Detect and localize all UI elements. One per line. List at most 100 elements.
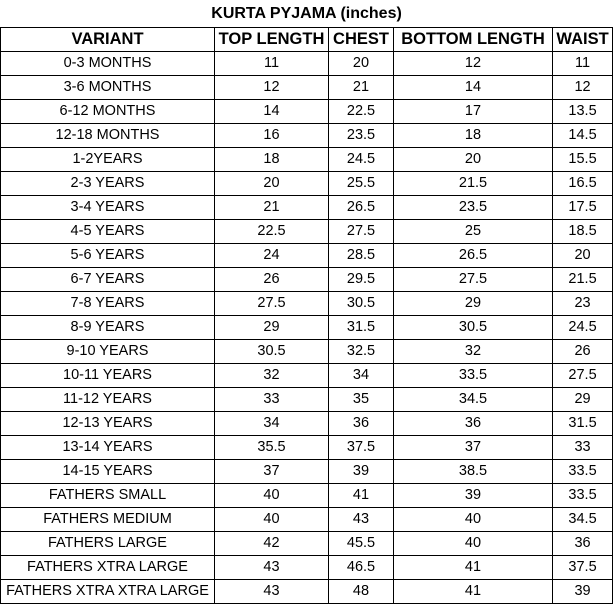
variant-cell: FATHERS XTRA LARGE — [0, 555, 215, 580]
value-cell: 29.5 — [328, 267, 394, 292]
value-cell: 20 — [328, 51, 394, 76]
value-cell: 23.5 — [393, 195, 553, 220]
value-cell: 27.5 — [393, 267, 553, 292]
value-cell: 29 — [214, 315, 329, 340]
data-row: 2-3 YEARS 20 25.5 21.5 16.5 — [0, 171, 614, 196]
variant-cell: FATHERS XTRA XTRA LARGE — [0, 579, 215, 604]
value-cell: 45.5 — [328, 531, 394, 556]
value-cell: 21.5 — [551, 267, 614, 292]
value-cell: 30.5 — [393, 315, 553, 340]
value-cell: 27.5 — [551, 363, 614, 388]
variant-cell: 6-12 MONTHS — [0, 99, 215, 124]
data-row: 4-5 YEARS 22.5 27.5 25 18.5 — [0, 219, 614, 244]
data-row: 13-14 YEARS 35.5 37.5 37 33 — [0, 435, 614, 460]
value-cell: 11 — [551, 51, 614, 76]
variant-cell: 14-15 YEARS — [0, 459, 215, 484]
value-cell: 33 — [551, 435, 614, 460]
value-cell: 35.5 — [214, 435, 329, 460]
variant-cell: FATHERS LARGE — [0, 531, 215, 556]
value-cell: 42 — [214, 531, 329, 556]
data-row: 7-8 YEARS 27.5 30.5 29 23 — [0, 291, 614, 316]
value-cell: 28.5 — [328, 243, 394, 268]
data-row: 11-12 YEARS 33 35 34.5 29 — [0, 387, 614, 412]
variant-cell: FATHERS SMALL — [0, 483, 215, 508]
value-cell: 36 — [551, 531, 614, 556]
column-header: TOP LENGTH — [214, 27, 329, 52]
variant-cell: 1-2YEARS — [0, 147, 215, 172]
variant-cell: 5-6 YEARS — [0, 243, 215, 268]
value-cell: 37.5 — [328, 435, 394, 460]
value-cell: 21.5 — [393, 171, 553, 196]
value-cell: 34.5 — [393, 387, 553, 412]
value-cell: 16 — [214, 123, 329, 148]
data-row: FATHERS LARGE 42 45.5 40 36 — [0, 531, 614, 556]
data-row: 9-10 YEARS 30.5 32.5 32 26 — [0, 339, 614, 364]
variant-cell: 10-11 YEARS — [0, 363, 215, 388]
variant-cell: 8-9 YEARS — [0, 315, 215, 340]
value-cell: 43 — [328, 507, 394, 532]
value-cell: 24.5 — [551, 315, 614, 340]
value-cell: 46.5 — [328, 555, 394, 580]
value-cell: 41 — [328, 483, 394, 508]
value-cell: 32 — [214, 363, 329, 388]
value-cell: 41 — [393, 555, 553, 580]
value-cell: 31.5 — [328, 315, 394, 340]
value-cell: 43 — [214, 555, 329, 580]
table-title: KURTA PYJAMA (inches) — [0, 0, 613, 28]
value-cell: 39 — [551, 579, 614, 604]
value-cell: 39 — [393, 483, 553, 508]
data-row: 0-3 MONTHS 11 20 12 11 — [0, 51, 614, 76]
value-cell: 43 — [214, 579, 329, 604]
value-cell: 33.5 — [551, 483, 614, 508]
value-cell: 48 — [328, 579, 394, 604]
value-cell: 22.5 — [328, 99, 394, 124]
data-row: 3-4 YEARS 21 26.5 23.5 17.5 — [0, 195, 614, 220]
variant-cell: 12-18 MONTHS — [0, 123, 215, 148]
value-cell: 29 — [551, 387, 614, 412]
value-cell: 26 — [214, 267, 329, 292]
data-row: 12-18 MONTHS 16 23.5 18 14.5 — [0, 123, 614, 148]
value-cell: 32.5 — [328, 339, 394, 364]
data-row: 1-2YEARS 18 24.5 20 15.5 — [0, 147, 614, 172]
value-cell: 17 — [393, 99, 553, 124]
column-header: CHEST — [328, 27, 394, 52]
value-cell: 14 — [214, 99, 329, 124]
value-cell: 26.5 — [328, 195, 394, 220]
value-cell: 30.5 — [328, 291, 394, 316]
value-cell: 27.5 — [328, 219, 394, 244]
value-cell: 13.5 — [551, 99, 614, 124]
value-cell: 34 — [328, 363, 394, 388]
value-cell: 27.5 — [214, 291, 329, 316]
value-cell: 12 — [393, 51, 553, 76]
header-row: VARIANT TOP LENGTH CHEST BOTTOM LENGTH WAIST — [0, 27, 614, 52]
value-cell: 36 — [393, 411, 553, 436]
value-cell: 40 — [214, 483, 329, 508]
value-cell: 40 — [214, 507, 329, 532]
value-cell: 11 — [214, 51, 329, 76]
value-cell: 36 — [328, 411, 394, 436]
variant-cell: 2-3 YEARS — [0, 171, 215, 196]
data-row: 10-11 YEARS 32 34 33.5 27.5 — [0, 363, 614, 388]
variant-cell: 3-6 MONTHS — [0, 75, 215, 100]
value-cell: 37.5 — [551, 555, 614, 580]
variant-cell: 3-4 YEARS — [0, 195, 215, 220]
value-cell: 30.5 — [214, 339, 329, 364]
value-cell: 33 — [214, 387, 329, 412]
data-row: 5-6 YEARS 24 28.5 26.5 20 — [0, 243, 614, 268]
value-cell: 33.5 — [393, 363, 553, 388]
value-cell: 18.5 — [551, 219, 614, 244]
value-cell: 31.5 — [551, 411, 614, 436]
value-cell: 35 — [328, 387, 394, 412]
value-cell: 24.5 — [328, 147, 394, 172]
column-header: BOTTOM LENGTH — [393, 27, 553, 52]
value-cell: 33.5 — [551, 459, 614, 484]
value-cell: 34 — [214, 411, 329, 436]
data-row: FATHERS XTRA LARGE 43 46.5 41 37.5 — [0, 555, 614, 580]
value-cell: 24 — [214, 243, 329, 268]
value-cell: 20 — [393, 147, 553, 172]
value-cell: 17.5 — [551, 195, 614, 220]
value-cell: 37 — [393, 435, 553, 460]
value-cell: 41 — [393, 579, 553, 604]
value-cell: 14 — [393, 75, 553, 100]
